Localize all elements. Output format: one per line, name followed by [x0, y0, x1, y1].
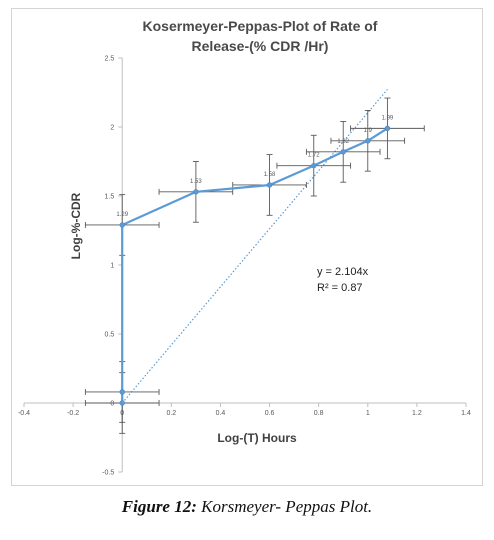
x-tick-label: 0.4 [216, 410, 226, 417]
x-axis-label: Log-(T) Hours [217, 431, 297, 445]
data-label: 1.58 [264, 172, 276, 178]
y-tick-label: 2 [110, 125, 114, 132]
data-point [119, 389, 125, 395]
trendline-group [121, 89, 388, 404]
y-tick-label: 2.5 [104, 56, 114, 63]
data-label: 1.72 [308, 153, 320, 159]
series-group [119, 125, 391, 406]
trendline-equation: y = 2.104x [317, 266, 369, 278]
chart-title-line-1: Kosermeyer-Peppas-Plot of Rate of [142, 18, 378, 34]
chart-title: Kosermeyer-Peppas-Plot of Rate of Releas… [40, 16, 480, 56]
r-squared-value: R² = 0.87 [317, 282, 363, 294]
data-label: 1.53 [190, 179, 202, 185]
x-tick-label: 0.2 [166, 410, 176, 417]
data-point [119, 400, 125, 406]
data-point [193, 189, 199, 195]
y-axis-label: Log-%-CDR [69, 192, 83, 259]
x-tick-label: 0.8 [314, 410, 324, 417]
y-tick-label: 1.5 [104, 194, 114, 201]
data-point [384, 125, 391, 132]
x-tick-label: -0.4 [18, 410, 30, 417]
x-tick-label: 1 [366, 410, 370, 417]
data-label: 1.9 [364, 128, 373, 134]
x-tick-label: 1.4 [461, 410, 471, 417]
data-label: 1.29 [116, 212, 128, 218]
data-point [266, 182, 273, 188]
caption-label: Figure 12: [121, 497, 197, 516]
data-point [340, 149, 346, 155]
x-tick-label: 0.6 [265, 410, 275, 417]
error-bars-group [84, 97, 425, 434]
data-point [365, 138, 371, 144]
data-point [119, 222, 125, 228]
x-tick-label: -0.2 [67, 410, 79, 417]
data-label: 1.82 [337, 139, 349, 145]
chart-plot: -0.4-0.200.20.40.60.811.21.4-0.500.511.5… [18, 56, 471, 477]
figure-caption: Figure 12: Korsmeyer- Peppas Plot. [0, 497, 494, 517]
data-point [311, 162, 317, 169]
axes-group: -0.4-0.200.20.40.60.811.21.4-0.500.511.5… [18, 56, 471, 477]
y-tick-label: -0.5 [102, 470, 114, 477]
y-tick-label: 0.5 [104, 332, 114, 339]
caption-text: Korsmeyer- Peppas Plot. [196, 497, 373, 516]
data-label: 1.99 [382, 115, 394, 121]
data-labels-group: 1.29 1.53 1.58 1.72 1.82 1.9 1.99 [116, 115, 394, 218]
chart-title-line-2: Release-(% CDR /Hr) [191, 38, 329, 54]
y-tick-label: 1 [110, 263, 114, 270]
chart-frame [11, 8, 483, 486]
trendline [121, 89, 388, 404]
x-tick-label: 1.2 [412, 410, 422, 417]
y-tick-label: 0 [110, 401, 114, 408]
